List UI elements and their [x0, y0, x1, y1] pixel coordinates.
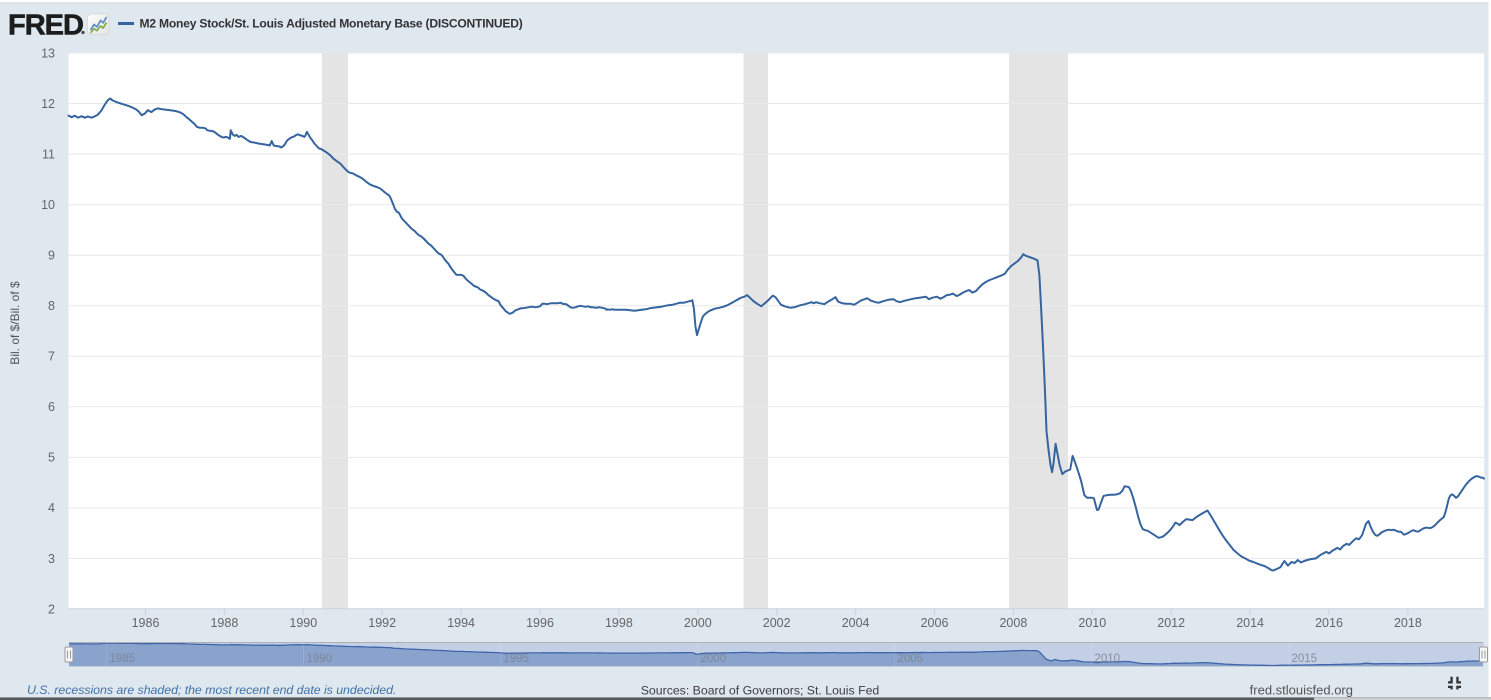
svg-text:1985: 1985: [110, 653, 136, 665]
svg-text:2012: 2012: [1157, 616, 1185, 630]
svg-text:2006: 2006: [921, 616, 949, 630]
svg-text:2: 2: [48, 602, 55, 616]
svg-text:6: 6: [48, 400, 55, 414]
svg-text:1992: 1992: [368, 616, 396, 630]
svg-text:1990: 1990: [307, 653, 333, 665]
svg-text:2000: 2000: [684, 616, 712, 630]
svg-text:8: 8: [48, 299, 55, 313]
svg-text:1990: 1990: [289, 616, 317, 630]
svg-text:9: 9: [48, 249, 55, 263]
svg-text:Bil. of $/Bil. of $: Bil. of $/Bil. of $: [8, 281, 22, 365]
svg-text:Sources: Board of Governors; S: Sources: Board of Governors; St. Louis F…: [641, 684, 880, 698]
svg-text:2014: 2014: [1236, 616, 1264, 630]
svg-text:1988: 1988: [210, 616, 238, 630]
svg-text:10: 10: [41, 198, 55, 212]
svg-text:1994: 1994: [447, 616, 475, 630]
svg-text:1998: 1998: [605, 616, 633, 630]
svg-text:2010: 2010: [1078, 616, 1106, 630]
svg-text:2015: 2015: [1292, 653, 1318, 665]
svg-text:2004: 2004: [842, 616, 870, 630]
svg-text:2016: 2016: [1315, 616, 1343, 630]
svg-text:7: 7: [48, 350, 55, 364]
svg-text:12: 12: [41, 97, 55, 111]
svg-text:2018: 2018: [1394, 616, 1422, 630]
svg-text:M2 Money Stock/St. Louis Adjus: M2 Money Stock/St. Louis Adjusted Moneta…: [140, 17, 523, 31]
svg-text:4: 4: [48, 501, 55, 515]
svg-text:fred.stlouisfed.org: fred.stlouisfed.org: [1250, 683, 1353, 698]
svg-text:3: 3: [48, 552, 55, 566]
svg-text:2010: 2010: [1095, 653, 1121, 665]
svg-text:1996: 1996: [526, 616, 554, 630]
svg-text:1995: 1995: [504, 653, 530, 665]
svg-text:2000: 2000: [701, 653, 727, 665]
svg-text:11: 11: [42, 147, 55, 161]
svg-text:13: 13: [41, 46, 55, 60]
svg-text:2005: 2005: [898, 653, 924, 665]
svg-text:5: 5: [48, 451, 55, 465]
svg-text:2002: 2002: [763, 616, 791, 630]
svg-text:2008: 2008: [999, 616, 1027, 630]
svg-text:U.S. recessions are shaded; th: U.S. recessions are shaded; the most rec…: [27, 683, 396, 697]
svg-text:FRED: FRED: [8, 10, 83, 42]
svg-text:1986: 1986: [132, 616, 160, 630]
